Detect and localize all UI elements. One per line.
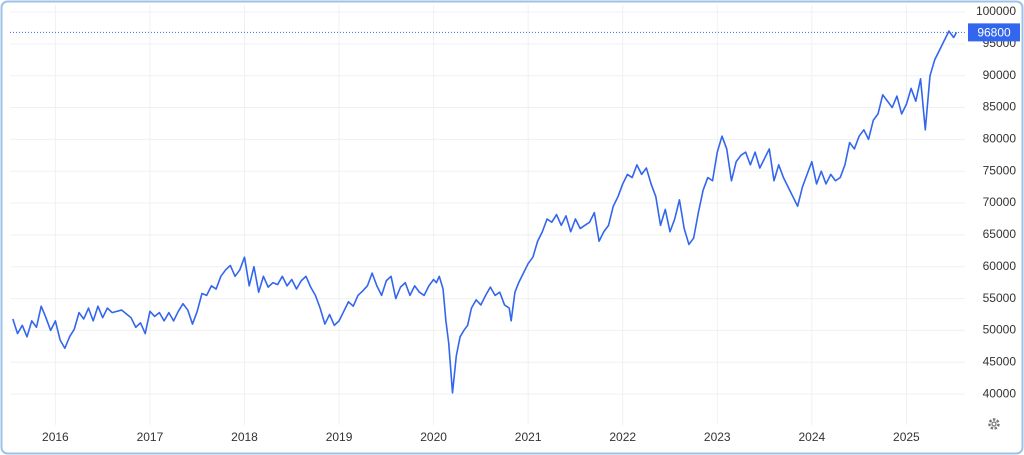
y-tick-label: 45000	[983, 354, 1017, 368]
last-price-label: 96800	[977, 26, 1011, 40]
y-tick-label: 40000	[983, 386, 1017, 400]
x-tick-label: 2016	[42, 430, 69, 444]
x-tick-label: 2023	[704, 430, 731, 444]
y-tick-label: 65000	[983, 227, 1017, 241]
x-tick-label: 2018	[231, 430, 258, 444]
x-tick-label: 2017	[137, 430, 164, 444]
y-tick-label: 55000	[983, 291, 1017, 305]
x-tick-label: 2020	[420, 430, 447, 444]
settings-icon[interactable]	[988, 418, 1000, 430]
price-line	[12, 30, 958, 394]
y-tick-label: 100000	[976, 4, 1016, 18]
x-tick-label: 2024	[798, 430, 825, 444]
y-tick-label: 90000	[983, 68, 1017, 82]
last-price-tag	[968, 23, 1020, 42]
y-tick-label: 75000	[983, 163, 1017, 177]
y-tick-label: 50000	[983, 323, 1017, 337]
x-tick-label: 2019	[326, 430, 353, 444]
x-tick-label: 2021	[515, 430, 542, 444]
x-tick-label: 2022	[609, 430, 636, 444]
x-tick-label: 2025	[893, 430, 920, 444]
y-tick-label: 85000	[983, 100, 1017, 114]
y-tick-label: 60000	[983, 259, 1017, 273]
y-tick-label: 70000	[983, 195, 1017, 209]
y-tick-label: 80000	[983, 132, 1017, 146]
